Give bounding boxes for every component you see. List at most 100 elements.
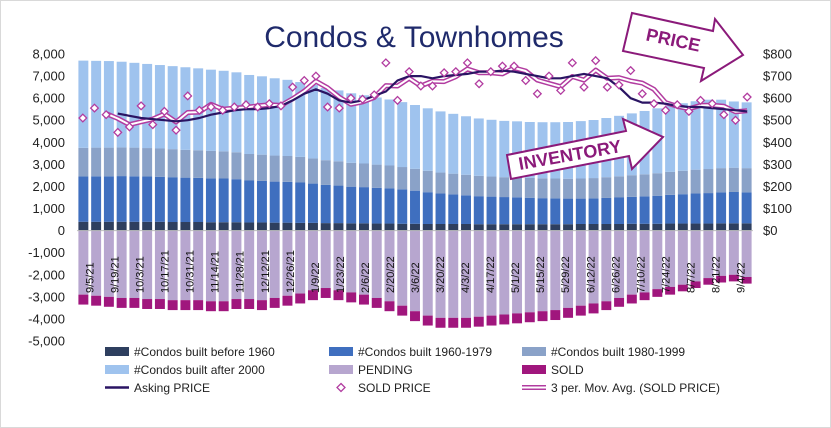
bar-series5-24 <box>384 301 395 312</box>
bar-series3-33 <box>499 120 510 178</box>
sold-price-point-6 <box>148 119 158 130</box>
bar-series1-18 <box>307 183 318 223</box>
bar-series4-27 <box>422 230 433 316</box>
left-tick-label: 0 <box>58 223 65 238</box>
sold-price-point-50 <box>660 105 671 116</box>
bar-series3-31 <box>473 118 484 176</box>
bar-series2-11 <box>218 151 229 179</box>
bar-series5-11 <box>218 301 229 312</box>
bar-series1-52 <box>741 192 752 224</box>
left-tick-label: 3,000 <box>32 157 65 172</box>
bar-series4-8 <box>180 230 191 301</box>
sold-price-point-56 <box>730 115 741 125</box>
bar-series3-17 <box>295 82 306 157</box>
bar-series4-37 <box>550 230 561 311</box>
bar-series1-48 <box>690 193 701 224</box>
bar-series1-14 <box>256 180 267 223</box>
bar-series5-33 <box>499 314 510 325</box>
x-tick-label: 6/12/22 <box>585 256 597 293</box>
sold-price-point-46 <box>614 80 624 90</box>
bar-series3-13 <box>244 74 255 155</box>
bar-series3-0 <box>78 60 89 148</box>
bar-series0-13 <box>244 222 255 231</box>
left-tick-label: 1,000 <box>32 201 65 216</box>
legend-swatch-5 <box>522 365 546 374</box>
bar-series2-12 <box>231 152 242 180</box>
bar-series0-38 <box>563 224 574 231</box>
bar-series0-0 <box>78 221 89 231</box>
bar-series5-16 <box>282 295 293 306</box>
sold-price-point-31 <box>439 68 449 78</box>
x-tick-label: 1/9/22 <box>310 262 322 293</box>
bar-series2-45 <box>652 173 663 196</box>
bar-series0-48 <box>690 223 701 231</box>
bar-series3-15 <box>269 78 280 156</box>
sold-price-point-20 <box>311 71 321 81</box>
left-tick-label: 6,000 <box>32 91 65 106</box>
bar-series0-27 <box>422 223 433 231</box>
bar-series4-18 <box>307 230 318 291</box>
legend-swatch-3 <box>105 365 129 374</box>
bar-series5-21 <box>346 292 357 303</box>
bar-series2-13 <box>244 154 255 181</box>
bar-series4-26 <box>410 230 420 312</box>
bar-series5-43 <box>626 294 637 304</box>
bar-series2-49 <box>703 169 714 194</box>
x-tick-label: 3/20/22 <box>435 256 447 293</box>
bar-series5-31 <box>473 316 484 327</box>
x-tick-label: 4/3/22 <box>460 262 472 293</box>
sold-price-point-38 <box>521 75 531 86</box>
bar-series2-28 <box>435 172 446 194</box>
sold-price-point-30 <box>427 81 438 91</box>
bar-series1-30 <box>461 195 471 224</box>
bar-series1-28 <box>435 193 446 224</box>
bar-series4-45 <box>652 230 663 290</box>
bar-series2-2 <box>103 147 114 177</box>
sold-price-point-47 <box>625 65 636 76</box>
bar-series4-10 <box>205 230 216 302</box>
bar-series1-38 <box>563 198 574 225</box>
sold-price-point-3 <box>113 127 123 138</box>
bar-series2-33 <box>499 177 510 198</box>
bar-series1-34 <box>512 197 523 225</box>
bar-series0-3 <box>116 221 127 231</box>
bar-series2-41 <box>601 177 612 198</box>
bar-series3-46 <box>665 105 676 172</box>
bar-series1-40 <box>588 198 599 224</box>
sold-price-point-17 <box>276 101 286 111</box>
bar-series0-14 <box>256 222 267 231</box>
bar-series5-49 <box>703 278 714 285</box>
sold-price-point-21 <box>322 102 333 112</box>
bar-series4-5 <box>142 230 153 300</box>
bar-series5-15 <box>269 297 280 308</box>
x-tick-label: 4/17/22 <box>485 256 497 293</box>
bar-series2-30 <box>461 174 471 196</box>
left-tick-label: 4,000 <box>32 135 65 150</box>
bar-series0-7 <box>167 222 178 231</box>
x-tick-label: 8/21/22 <box>710 256 722 293</box>
bar-series2-43 <box>626 175 637 197</box>
x-tick-label: 9/19/21 <box>110 256 122 293</box>
bar-series2-7 <box>167 149 178 178</box>
bar-series5-12 <box>231 299 242 309</box>
bar-series4-14 <box>256 230 267 301</box>
right-tick-label: $100 <box>763 201 792 216</box>
bar-series5-6 <box>154 299 165 309</box>
bar-series0-19 <box>320 223 331 231</box>
bar-series4-13 <box>244 230 255 300</box>
bar-series5-19 <box>320 288 331 298</box>
bar-series3-21 <box>346 93 357 163</box>
bar-series0-15 <box>269 222 280 231</box>
bar-series3-22 <box>359 95 369 164</box>
legend: #Condos built before 1960 #Condos built 1… <box>105 345 720 395</box>
bar-series1-17 <box>295 182 306 223</box>
bar-series1-39 <box>575 198 586 224</box>
bar-series1-49 <box>703 193 714 224</box>
bar-series2-4 <box>129 147 140 177</box>
bar-series0-40 <box>588 223 599 231</box>
bar-series2-23 <box>371 164 382 188</box>
bar-series2-31 <box>473 175 484 197</box>
bar-series3-47 <box>677 103 688 171</box>
bar-series1-46 <box>665 194 676 224</box>
bar-series5-7 <box>167 300 178 311</box>
